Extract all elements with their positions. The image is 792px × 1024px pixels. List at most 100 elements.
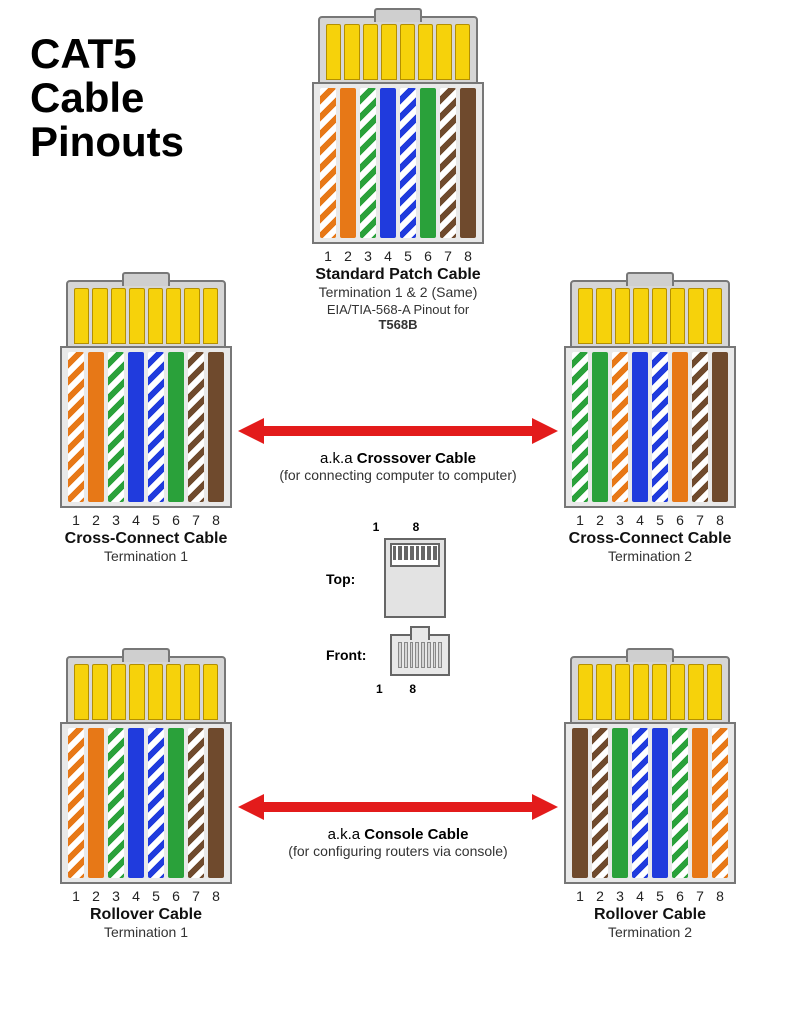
wire-1: [68, 728, 84, 878]
pin-number-row: 12345678: [318, 248, 478, 264]
pin: [326, 24, 341, 80]
wire-1: [572, 728, 588, 878]
diagram-title: CAT5 Cable Pinouts: [30, 32, 184, 164]
top-label: Top:: [326, 571, 355, 587]
wire-2: [592, 352, 608, 502]
pin-number: 7: [690, 512, 710, 528]
pin: [111, 664, 126, 720]
wire-7: [692, 352, 708, 502]
connector-roll2: 12345678 Rollover Cable Termination 2: [560, 656, 740, 940]
pin: [344, 24, 359, 80]
pin-number: 8: [206, 512, 226, 528]
wire-row: [320, 88, 476, 238]
rj45-connector-icon: [312, 16, 484, 244]
pin: [363, 24, 378, 80]
connector-cross1: 12345678 Cross-Connect Cable Termination…: [56, 280, 236, 564]
connector-caption: Rollover Cable Termination 2: [594, 906, 706, 940]
pin-number: 1: [66, 512, 86, 528]
pin: [74, 288, 89, 344]
wire-6: [420, 88, 436, 238]
pin-number: 5: [146, 512, 166, 528]
pin: [166, 288, 181, 344]
wire-6: [168, 352, 184, 502]
pin-number-row: 12345678: [570, 888, 730, 904]
pin: [92, 288, 107, 344]
pin-number: 5: [650, 512, 670, 528]
wire-4: [632, 352, 648, 502]
pin: [652, 664, 667, 720]
pin-number: 2: [590, 512, 610, 528]
pin: [596, 288, 611, 344]
pin-number: 8: [206, 888, 226, 904]
wire-row: [68, 352, 224, 502]
pin-number: 8: [458, 248, 478, 264]
wire-2: [592, 728, 608, 878]
pin-number: 2: [338, 248, 358, 264]
pin-number: 4: [630, 512, 650, 528]
wire-7: [692, 728, 708, 878]
wire-6: [672, 728, 688, 878]
pin-number: 1: [570, 888, 590, 904]
wire-6: [672, 352, 688, 502]
wire-1: [572, 352, 588, 502]
pin-number: 3: [610, 512, 630, 528]
pin-number: 4: [126, 512, 146, 528]
aka-line: a.k.a Console Cable: [238, 826, 558, 843]
pin-number: 1: [570, 512, 590, 528]
connector-caption: Cross-Connect Cable Termination 2: [569, 530, 732, 564]
wire-4: [128, 728, 144, 878]
view-num-left-2: 1: [376, 682, 383, 696]
wire-4: [632, 728, 648, 878]
pin: [400, 24, 415, 80]
connector-views: 1 8 Top: Front: 1 8: [326, 520, 466, 696]
pin-row: [578, 664, 722, 720]
pin-number: 7: [690, 888, 710, 904]
view-num-right-2: 8: [409, 682, 416, 696]
wire-5: [652, 728, 668, 878]
arrow-crossover: a.k.a Crossover Cable (for connecting co…: [238, 416, 558, 483]
pin-number: 8: [710, 888, 730, 904]
wire-7: [188, 728, 204, 878]
pin-number: 3: [610, 888, 630, 904]
pin-number: 7: [186, 888, 206, 904]
pin-number: 2: [86, 512, 106, 528]
pin-number: 4: [630, 888, 650, 904]
wire-8: [208, 728, 224, 878]
pin: [652, 288, 667, 344]
caption-title: Rollover Cable: [90, 906, 202, 924]
pin: [633, 664, 648, 720]
title-line-3: Pinouts: [30, 120, 184, 164]
wire-2: [88, 728, 104, 878]
wire-7: [188, 352, 204, 502]
pin-number: 8: [710, 512, 730, 528]
pin-number: 6: [166, 888, 186, 904]
wire-3: [108, 728, 124, 878]
caption-sub1: Termination 1: [90, 924, 202, 940]
wire-8: [460, 88, 476, 238]
wire-3: [612, 352, 628, 502]
pin: [455, 24, 470, 80]
wire-2: [88, 352, 104, 502]
aka-line: a.k.a Crossover Cable: [238, 450, 558, 467]
pin: [203, 288, 218, 344]
pin: [436, 24, 451, 80]
rj45-connector-icon: [564, 656, 736, 884]
view-num-left: 1: [373, 520, 380, 534]
pin: [596, 664, 611, 720]
caption-title: Cross-Connect Cable: [569, 530, 732, 548]
pin: [578, 288, 593, 344]
aka-sub: (for configuring routers via console): [238, 843, 558, 859]
double-arrow-icon: [238, 792, 558, 822]
pin-number: 3: [106, 512, 126, 528]
pin-number: 6: [418, 248, 438, 264]
pin: [203, 664, 218, 720]
pin: [578, 664, 593, 720]
pin: [688, 664, 703, 720]
pin-number: 5: [650, 888, 670, 904]
pin: [166, 664, 181, 720]
pin: [381, 24, 396, 80]
pin-number-row: 12345678: [570, 512, 730, 528]
pin-number: 1: [66, 888, 86, 904]
pin-number: 2: [86, 888, 106, 904]
caption-title: Standard Patch Cable: [308, 266, 488, 284]
